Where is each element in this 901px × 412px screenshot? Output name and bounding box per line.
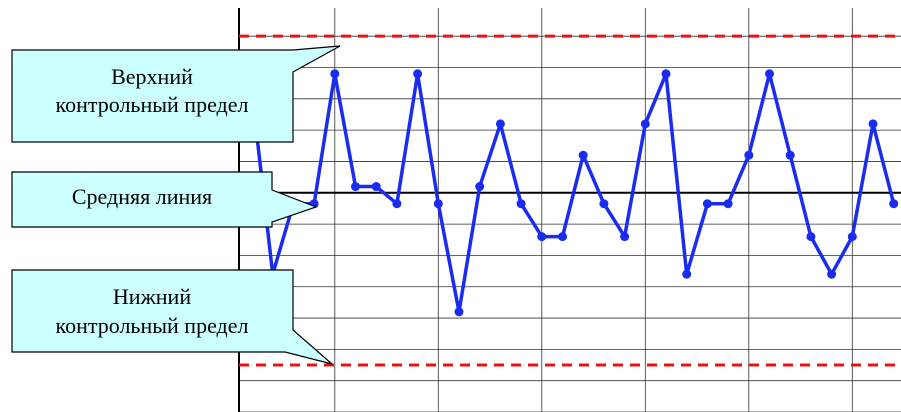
data-point: [702, 199, 712, 209]
callout-lower-box: [11, 269, 333, 365]
data-point: [413, 69, 423, 79]
data-point: [806, 232, 816, 242]
callout-center-box: [11, 171, 318, 228]
data-point: [392, 199, 402, 209]
data-point: [433, 199, 443, 209]
callout-upper-line2: контрольный предел: [56, 92, 249, 117]
data-point: [537, 232, 547, 242]
data-point: [495, 119, 505, 129]
data-point: [578, 150, 588, 160]
callout-center-line: Средняя линия: [11, 171, 318, 228]
data-point: [640, 119, 650, 129]
data-point: [599, 199, 609, 209]
callout-upper-limit: Верхний контрольный предел: [11, 45, 341, 143]
data-point: [475, 182, 485, 192]
data-point: [868, 119, 878, 129]
data-point: [661, 69, 671, 79]
data-point: [889, 199, 899, 209]
data-point: [454, 307, 464, 317]
data-point: [351, 182, 360, 192]
data-point: [516, 199, 526, 209]
callout-center-label: Средняя линия: [72, 184, 212, 209]
data-point: [682, 269, 692, 279]
data-point: [620, 232, 630, 242]
callout-upper-box: [11, 45, 341, 143]
callout-upper-line1: Верхний: [111, 64, 193, 89]
data-point: [371, 182, 381, 192]
data-point: [744, 150, 754, 160]
data-point: [558, 232, 567, 242]
callout-lower-line1: Нижний: [113, 284, 191, 309]
data-point: [723, 199, 733, 209]
data-point: [330, 69, 340, 79]
data-point: [785, 150, 795, 160]
callout-lower-limit: Нижний контрольный предел: [11, 269, 333, 365]
data-point: [847, 232, 857, 242]
data-point: [827, 269, 837, 279]
reference-lines: [239, 34, 901, 367]
callout-lower-line2: контрольный предел: [56, 313, 249, 338]
data-point: [765, 69, 774, 79]
